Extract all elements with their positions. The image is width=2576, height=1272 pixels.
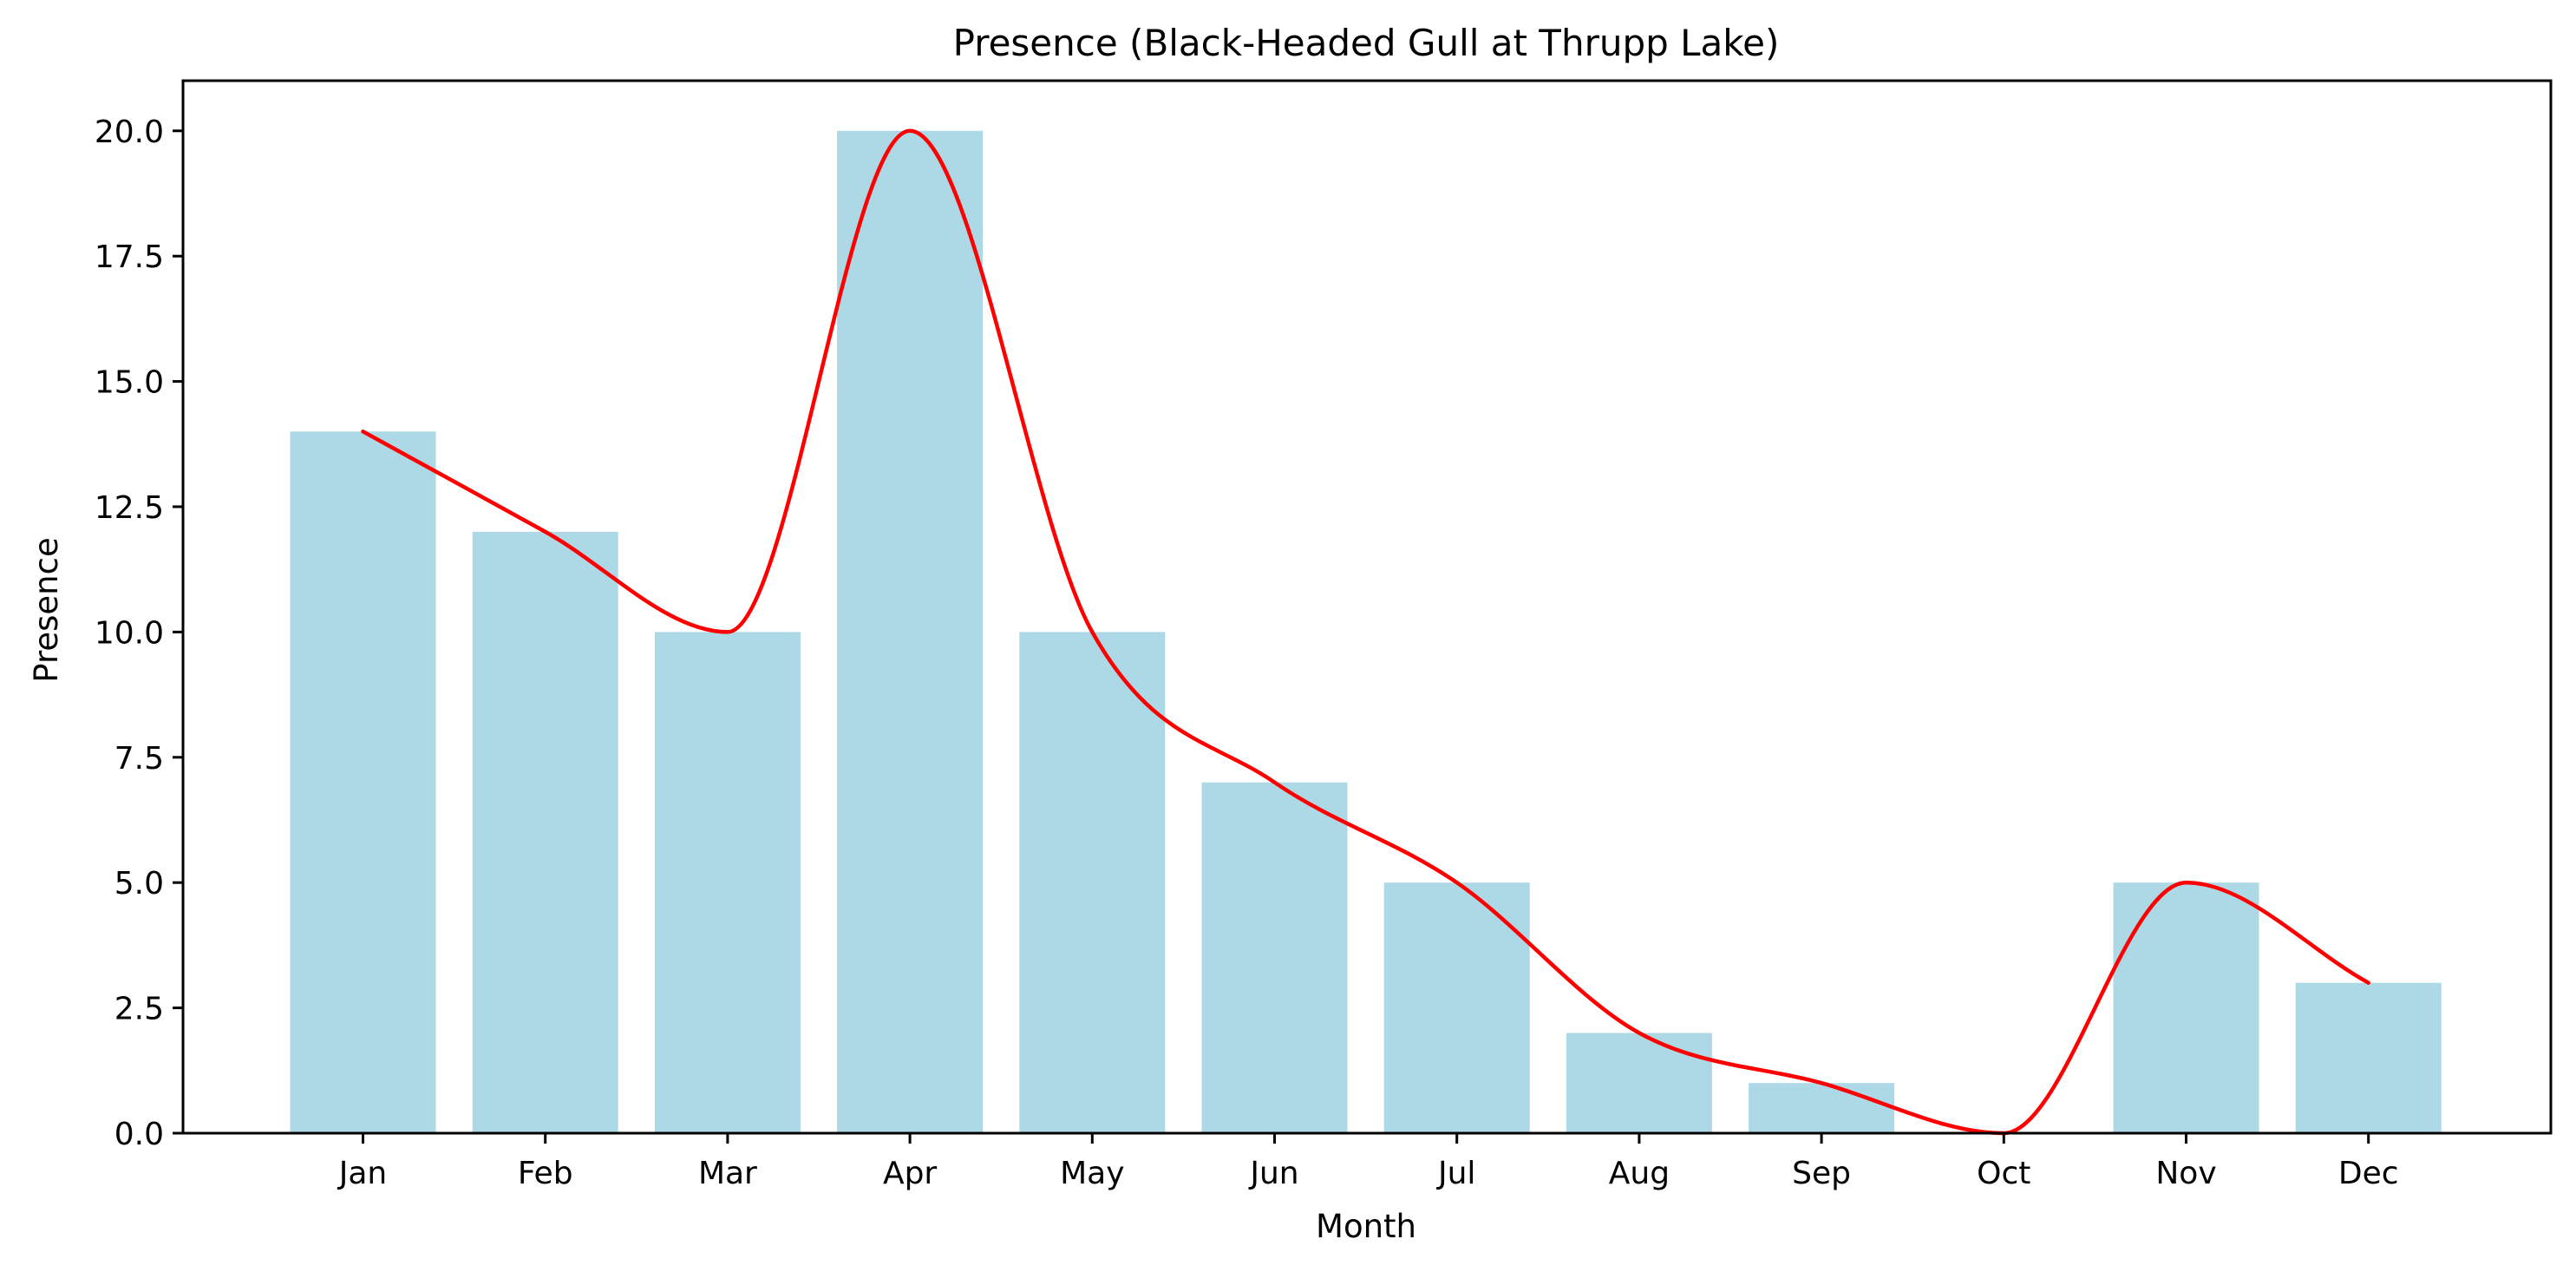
plot-frame bbox=[181, 79, 2553, 1135]
y-tick-label: 17.5 bbox=[95, 239, 164, 275]
x-tick-label-jun: Jun bbox=[1248, 1156, 1298, 1191]
bar-series bbox=[290, 130, 2442, 1133]
x-axis: Jan Feb Mar Apr May Jun Jul Aug Sep Oct Nov Dec bbox=[337, 1133, 2399, 1191]
bar-jan bbox=[290, 431, 436, 1133]
bar-dec bbox=[2295, 982, 2442, 1133]
y-tick-label: 2.5 bbox=[114, 992, 164, 1027]
y-tick-label: 7.5 bbox=[114, 741, 164, 777]
x-tick-label-dec: Dec bbox=[2338, 1156, 2399, 1191]
x-tick-label-may: May bbox=[1060, 1156, 1124, 1191]
bar-nov bbox=[2113, 882, 2259, 1133]
bar-jul bbox=[1383, 882, 1530, 1133]
x-tick-label-sep: Sep bbox=[1792, 1156, 1851, 1191]
x-tick-label-oct: Oct bbox=[1977, 1156, 2030, 1191]
trend-line bbox=[361, 128, 2370, 1136]
x-tick-label-apr: Apr bbox=[883, 1156, 937, 1191]
bar-aug bbox=[1566, 1033, 1712, 1133]
bar-sep bbox=[1749, 1083, 1895, 1133]
x-tick-label-feb: Feb bbox=[518, 1156, 573, 1191]
x-axis-label: Month bbox=[1316, 1208, 1416, 1245]
x-tick-label-jul: Jul bbox=[1436, 1156, 1475, 1191]
y-tick-label: 10.0 bbox=[95, 615, 164, 651]
bar-apr bbox=[837, 130, 984, 1133]
y-tick-label: 0.0 bbox=[114, 1117, 164, 1152]
y-axis: 0.0 2.5 5.0 7.5 10.0 12.5 15.0 17.5 20.0 bbox=[95, 115, 183, 1152]
bar-feb bbox=[472, 531, 618, 1133]
x-tick-label-mar: Mar bbox=[698, 1156, 757, 1191]
y-axis-label: Presence bbox=[28, 537, 65, 682]
y-tick-label: 15.0 bbox=[95, 365, 164, 401]
y-tick-label: 20.0 bbox=[95, 115, 164, 150]
chart-title: Presence (Black-Headed Gull at Thrupp La… bbox=[953, 22, 1780, 64]
bar-may bbox=[1019, 632, 1166, 1133]
y-tick-label: 5.0 bbox=[114, 866, 164, 902]
x-tick-label-nov: Nov bbox=[2155, 1156, 2216, 1191]
bar-mar bbox=[654, 632, 801, 1133]
bar-jun bbox=[1201, 782, 1348, 1133]
x-tick-label-aug: Aug bbox=[1609, 1156, 1670, 1191]
y-tick-label: 12.5 bbox=[95, 490, 164, 526]
x-tick-label-jan: Jan bbox=[337, 1156, 388, 1191]
